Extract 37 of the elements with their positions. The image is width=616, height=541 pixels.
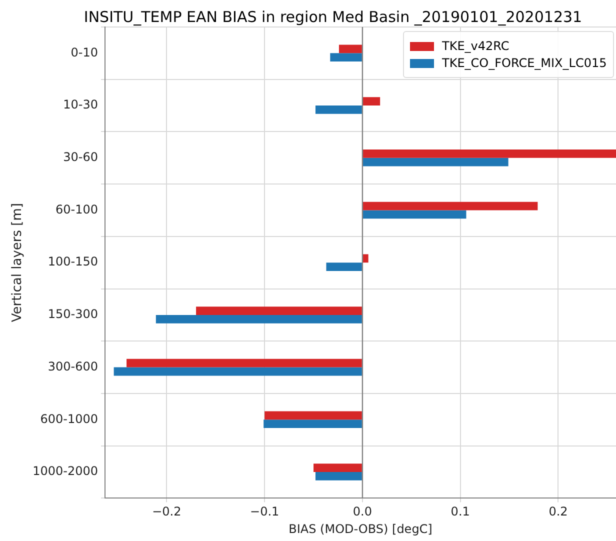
x-tick-label: −0.1 [250, 504, 280, 519]
x-tick-label: 0.0 [352, 504, 372, 519]
bar [264, 420, 362, 428]
bar [362, 254, 368, 263]
bar [362, 202, 538, 210]
bar [362, 150, 616, 158]
bar [156, 314, 362, 324]
bar [315, 106, 362, 114]
y-tick-label: 60-100 [55, 202, 98, 216]
bar [196, 306, 362, 315]
bar [362, 158, 508, 166]
bar [330, 53, 362, 62]
bar [114, 367, 362, 376]
legend-label: TKE_v42RC [442, 39, 510, 53]
y-tick-label: 10-30 [63, 98, 98, 112]
chart-title: INSITU_TEMP EAN BIAS in region Med Basin _20190101_20201231 [82, 8, 584, 26]
y-tick-label: 600-1000 [40, 412, 98, 426]
x-tick-label: 0.2 [548, 504, 568, 519]
y-tick-label: 0-10 [70, 45, 98, 60]
x-tick-label: 0.1 [450, 504, 470, 519]
x-axis-title: BIAS (MOD-OBS) [degC] [288, 522, 432, 536]
y-tick-label: 300-600 [48, 359, 98, 374]
y-axis-title: Vertical layers [m] [10, 203, 26, 322]
bar [362, 97, 380, 106]
legend-label: TKE_CO_FORCE_MIX_LC015 [442, 56, 607, 70]
bar [326, 262, 362, 271]
x-tick-label: −0.2 [152, 504, 182, 519]
bar [315, 472, 362, 480]
y-tick-label: 150-300 [48, 307, 98, 322]
y-tick-label: 1000-2000 [32, 464, 98, 478]
y-tick-label: 100-150 [48, 254, 98, 269]
bar [264, 411, 362, 420]
bar [338, 44, 362, 54]
bar [314, 464, 362, 472]
bar [362, 210, 466, 219]
bar [126, 358, 362, 368]
y-tick-label: 30-60 [63, 150, 98, 164]
